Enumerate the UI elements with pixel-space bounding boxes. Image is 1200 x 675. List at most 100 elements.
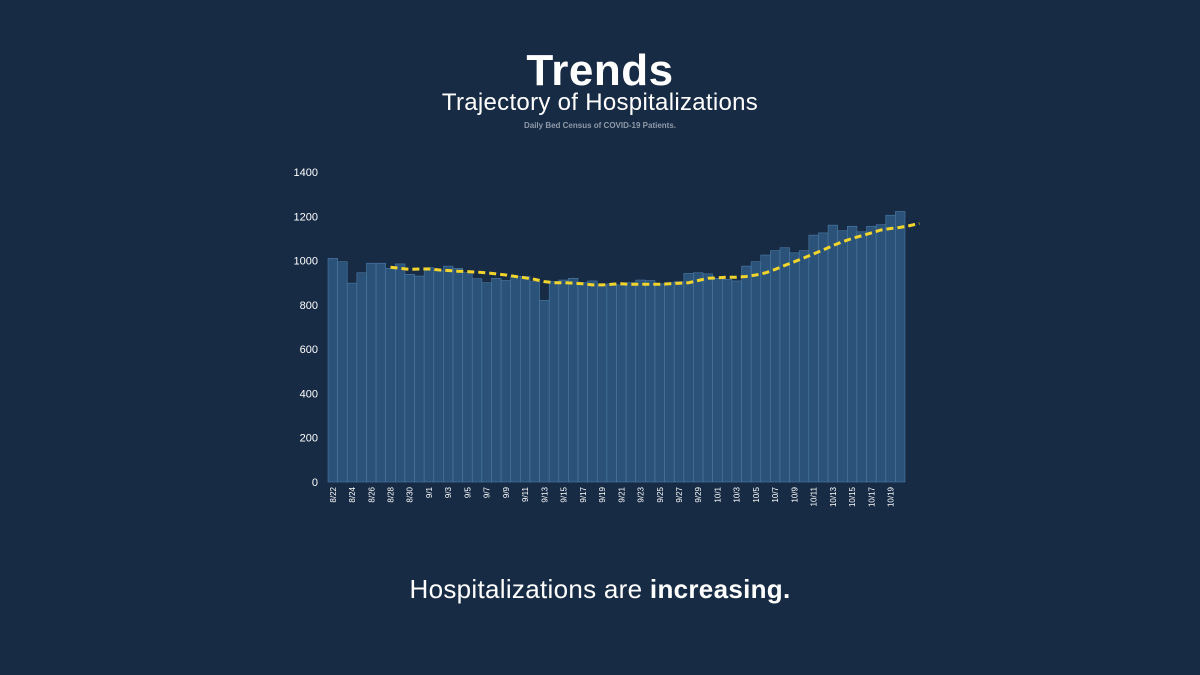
x-tick-label: 9/17 xyxy=(579,486,588,502)
bar-9/14 xyxy=(548,281,560,483)
bar-9/21 xyxy=(616,284,627,483)
x-tick-label: 9/25 xyxy=(656,486,665,502)
x-tick-label: 8/26 xyxy=(367,486,376,502)
chart-subtitle: Trajectory of Hospitalizations xyxy=(441,89,759,116)
bar-8/23 xyxy=(337,261,348,483)
x-tick-label: 9/23 xyxy=(637,486,646,502)
bar-9/7 xyxy=(481,282,492,483)
bar-10/4 xyxy=(741,265,752,483)
bar-9/17 xyxy=(577,282,588,483)
summary-prefix: Hospitalizations are xyxy=(409,574,650,604)
bar-9/28 xyxy=(683,273,694,483)
bar-10/10 xyxy=(798,250,810,483)
summary-statement: Hospitalizations are increasing. xyxy=(0,574,1200,605)
bar-10/13 xyxy=(827,224,838,483)
bar-9/6 xyxy=(471,278,483,483)
x-tick-label: 10/7 xyxy=(771,486,780,502)
x-tick-label: 9/21 xyxy=(617,486,626,502)
bar-8/29 xyxy=(395,263,406,483)
bar-9/11 xyxy=(520,276,531,483)
bar-10/5 xyxy=(750,261,762,483)
x-tick-label: 9/27 xyxy=(675,486,684,502)
x-tick-label: 9/1 xyxy=(425,486,434,498)
y-axis: 0 200 400 600 800 1000 1200 1400 xyxy=(294,167,318,489)
summary-emphasis: increasing. xyxy=(649,574,791,604)
bar-series xyxy=(327,211,906,483)
trend-line xyxy=(390,221,920,287)
bar-9/10 xyxy=(510,276,521,483)
bar-8/30 xyxy=(404,273,415,483)
chart-caption: Daily Bed Census of COVID-19 Patients. xyxy=(523,121,677,130)
bar-8/31 xyxy=(414,275,425,483)
bar-10/9 xyxy=(789,252,800,483)
bar-10/14 xyxy=(837,230,848,483)
x-axis: 8/22 8/24 8/26 8/28 8/30 9/1 9/3 9/5 9/7 9/9 9/11 9… xyxy=(329,486,896,507)
bar-10/3 xyxy=(731,280,742,483)
x-tick-label: 8/28 xyxy=(387,486,396,502)
x-tick-label: 10/5 xyxy=(752,486,761,502)
bar-9/30 xyxy=(702,273,713,483)
bar-9/12 xyxy=(529,281,540,483)
bar-9/2 xyxy=(433,270,444,483)
x-tick-label: 8/30 xyxy=(406,486,415,502)
bar-9/1 xyxy=(423,267,435,483)
x-tick-label: 10/11 xyxy=(810,486,819,506)
page-title: Trends xyxy=(526,46,674,95)
x-tick-label: 10/9 xyxy=(790,486,799,502)
bar-10/11 xyxy=(808,234,819,483)
bar-9/15 xyxy=(558,279,569,483)
bar-8/22 xyxy=(327,258,338,483)
bar-9/26 xyxy=(664,282,675,483)
bar-10/16 xyxy=(856,231,867,483)
bar-9/9 xyxy=(500,280,512,483)
bar-10/15 xyxy=(846,225,858,483)
bar-9/5 xyxy=(462,272,473,483)
x-tick-label: 9/5 xyxy=(463,486,472,498)
bar-10/7 xyxy=(770,250,781,483)
y-tick-label: 400 xyxy=(300,388,318,400)
bar-8/25 xyxy=(356,272,367,483)
y-tick-label: 800 xyxy=(300,300,318,312)
bar-10/12 xyxy=(818,232,829,483)
bar-10/6 xyxy=(760,254,771,483)
bar-10/18 xyxy=(875,224,887,483)
x-tick-label: 8/22 xyxy=(329,486,338,502)
bar-9/4 xyxy=(452,268,463,483)
bar-8/27 xyxy=(375,262,386,483)
bar-9/24 xyxy=(645,280,656,483)
bar-9/20 xyxy=(606,283,617,483)
bar-9/16 xyxy=(568,277,579,483)
bar-9/29 xyxy=(693,272,704,483)
bar-10/2 xyxy=(721,279,733,483)
x-tick-label: 9/7 xyxy=(483,486,492,498)
bar-8/24 xyxy=(346,282,358,483)
x-tick-label: 8/24 xyxy=(348,486,357,502)
bar-9/25 xyxy=(654,283,665,483)
x-tick-label: 9/15 xyxy=(560,486,569,502)
bar-9/27 xyxy=(673,281,685,483)
bar-9/18 xyxy=(587,280,598,483)
bar-9/23 xyxy=(635,279,646,483)
bar-9/3 xyxy=(443,265,454,483)
bar-10/17 xyxy=(866,225,877,483)
x-tick-label: 10/17 xyxy=(867,486,876,507)
y-tick-label: 0 xyxy=(312,477,318,489)
bar-10/19 xyxy=(885,214,896,483)
bar-8/28 xyxy=(385,268,396,483)
x-tick-label: 10/1 xyxy=(714,486,723,502)
bar-9/8 xyxy=(491,277,502,483)
x-tick-label: 10/19 xyxy=(887,486,896,507)
bar-8/26 xyxy=(366,262,377,483)
x-tick-label: 9/9 xyxy=(502,486,511,498)
y-tick-label: 1400 xyxy=(294,167,318,179)
x-tick-label: 9/13 xyxy=(540,486,549,502)
x-tick-label: 9/3 xyxy=(444,486,453,498)
x-tick-label: 10/13 xyxy=(829,486,838,507)
y-tick-label: 1000 xyxy=(294,256,318,268)
y-tick-label: 200 xyxy=(300,433,318,445)
x-tick-label: 10/3 xyxy=(733,486,742,502)
x-tick-label: 9/19 xyxy=(598,486,607,502)
y-tick-label: 1200 xyxy=(294,211,318,223)
bar-9/13 xyxy=(539,300,550,483)
bar-9/19 xyxy=(596,284,608,483)
